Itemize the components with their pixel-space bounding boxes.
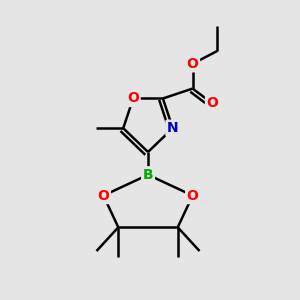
Text: O: O — [187, 57, 199, 71]
Text: O: O — [206, 96, 218, 110]
Text: N: N — [167, 121, 178, 135]
Text: B: B — [143, 168, 153, 182]
Text: O: O — [127, 92, 139, 106]
Text: O: O — [187, 189, 199, 202]
Text: O: O — [98, 189, 110, 202]
